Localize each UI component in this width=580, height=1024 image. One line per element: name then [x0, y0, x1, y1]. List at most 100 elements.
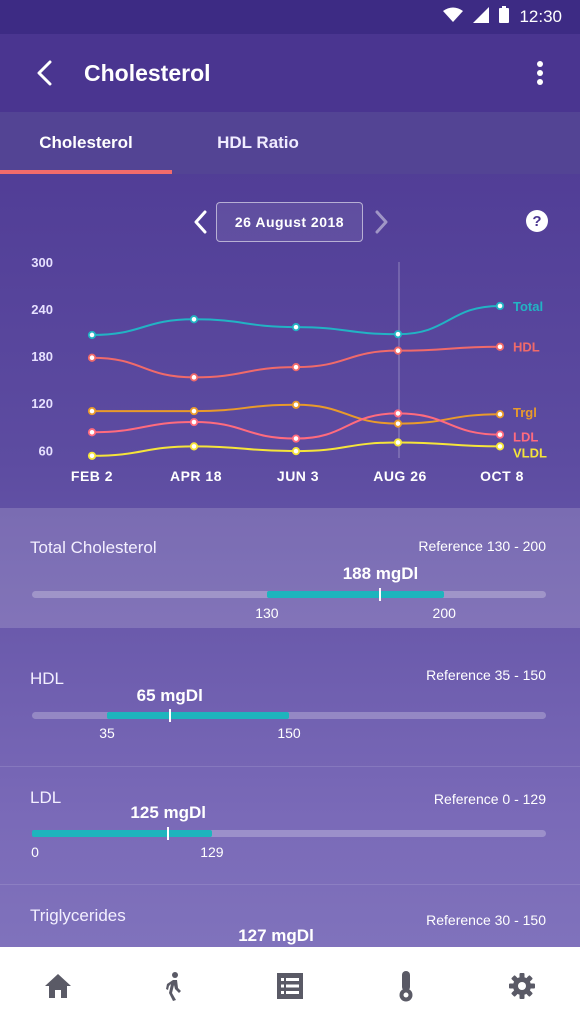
- card-reference: Reference 35 - 150: [426, 667, 546, 683]
- range-track: [32, 827, 546, 840]
- range-track: [32, 709, 546, 722]
- page-title: Cholesterol: [84, 59, 211, 86]
- card-label: HDL: [30, 669, 65, 688]
- series-label-trgl: Trgl: [513, 405, 537, 420]
- range-min-label: 35: [99, 725, 115, 741]
- range-max-label: 150: [277, 725, 301, 741]
- series-label-hdl: HDL: [513, 340, 540, 355]
- data-point-vldl: [393, 438, 403, 447]
- tab-bar: Cholesterol HDL Ratio: [0, 112, 580, 174]
- series-label-vldl: VLDL: [513, 445, 547, 460]
- data-point-trgl: [87, 406, 97, 416]
- range-min-label: 0: [31, 844, 39, 860]
- chevron-right-icon: [375, 210, 388, 234]
- cholesterol-line-chart: 300 240 180 120 60 FEB 2 APR 18 JUN 3 AUG 26 OCT …: [31, 255, 547, 484]
- previous-date-button[interactable]: [186, 202, 214, 242]
- data-point-vldl: [291, 446, 301, 456]
- data-point-vldl: [189, 442, 199, 451]
- x-tick-label: OCT 8: [480, 468, 524, 484]
- nav-home[interactable]: [28, 956, 88, 1016]
- tab-hdl-ratio[interactable]: HDL Ratio: [217, 133, 299, 152]
- y-tick-label: 180: [31, 349, 53, 364]
- value-marker: [167, 827, 170, 840]
- data-point-trgl: [291, 400, 301, 409]
- data-point-ldl: [189, 417, 199, 427]
- home-icon: [45, 973, 71, 998]
- walk-icon: [166, 971, 181, 1001]
- y-tick-label: 300: [31, 255, 53, 270]
- thermometer-icon: [399, 970, 413, 1001]
- card-reference: Reference 0 - 129: [433, 791, 546, 807]
- value-marker: [379, 588, 382, 601]
- reference-range-bar: [107, 712, 289, 719]
- data-point-hdl: [87, 353, 97, 362]
- more-options-button[interactable]: [520, 34, 560, 112]
- status-time: 12:30: [519, 7, 562, 26]
- date-navigator: 26 August 2018: [0, 202, 580, 242]
- y-tick-label: 60: [39, 443, 53, 458]
- ldl-card[interactable]: LDL Reference 0 - 129 125 mgDl 0 129: [0, 766, 580, 884]
- range-min-label: 130: [255, 605, 279, 621]
- nav-records[interactable]: [260, 956, 320, 1016]
- x-tick-label: FEB 2: [71, 468, 113, 484]
- help-button[interactable]: ?: [526, 210, 548, 232]
- data-point-total: [291, 323, 301, 332]
- card-value: 127 mgDl: [238, 926, 314, 945]
- card-value: 65 mgDl: [136, 686, 203, 705]
- nav-activity[interactable]: [144, 956, 204, 1016]
- next-date-button[interactable]: [368, 202, 396, 242]
- list-icon: [277, 972, 303, 999]
- help-icon: ?: [526, 210, 548, 232]
- tab-cholesterol[interactable]: Cholesterol: [0, 112, 172, 174]
- card-label: Total Cholesterol: [30, 538, 157, 557]
- series-line-hdl: [91, 345, 501, 379]
- data-point-hdl: [393, 346, 403, 355]
- date-picker[interactable]: 26 August 2018: [216, 202, 363, 242]
- data-point-ldl: [393, 409, 403, 418]
- data-point-hdl: [495, 342, 505, 351]
- card-reference: Reference 30 - 150: [426, 912, 546, 928]
- svg-text:?: ?: [532, 213, 541, 230]
- reference-range-bar: [266, 591, 445, 598]
- data-point-total: [393, 330, 403, 339]
- x-tick-label: AUG 26: [373, 468, 427, 484]
- status-bar: 12:30: [0, 0, 580, 34]
- data-point-trgl: [189, 406, 199, 416]
- data-point-hdl: [189, 373, 199, 382]
- card-label: LDL: [30, 788, 62, 807]
- range-max-label: 200: [432, 605, 456, 621]
- data-point-vldl: [495, 442, 505, 451]
- data-point-total: [189, 315, 199, 324]
- series-label-ldl: LDL: [513, 430, 538, 445]
- y-tick-label: 120: [31, 396, 53, 411]
- hdl-card[interactable]: HDL Reference 35 - 150 65 mgDl 35 150: [0, 628, 580, 766]
- nav-vitals[interactable]: [376, 956, 436, 1016]
- nav-settings[interactable]: [492, 956, 552, 1016]
- card-label: Triglycerides: [30, 906, 126, 925]
- data-point-trgl: [393, 419, 403, 428]
- settings-icon: [509, 972, 535, 999]
- y-tick-label: 240: [31, 302, 53, 317]
- data-point-hdl: [291, 363, 301, 372]
- chevron-left-icon: [194, 210, 207, 234]
- data-point-trgl: [495, 410, 505, 419]
- total-cholesterol-card[interactable]: Total Cholesterol Reference 130 - 200 18…: [0, 508, 580, 628]
- bottom-navigation: [0, 947, 580, 1024]
- data-point-total: [87, 330, 97, 340]
- card-reference: Reference 130 - 200: [418, 538, 546, 554]
- x-tick-label: APR 18: [170, 468, 222, 484]
- back-arrow-icon: [37, 60, 52, 86]
- triglycerides-card[interactable]: Triglycerides Reference 30 - 150 127 mgD…: [0, 884, 580, 954]
- back-button[interactable]: [14, 34, 74, 112]
- battery-icon: [499, 6, 510, 28]
- app-bar: Cholesterol: [0, 34, 580, 112]
- reference-range-bar: [32, 830, 212, 837]
- data-point-ldl: [291, 434, 301, 443]
- signal-icon: [473, 6, 490, 28]
- data-point-ldl: [495, 430, 505, 439]
- range-track: [32, 588, 546, 601]
- range-max-label: 129: [200, 844, 224, 860]
- card-value: 188 mgDl: [342, 564, 419, 583]
- card-value: 125 mgDl: [130, 803, 206, 822]
- data-point-total: [495, 301, 505, 311]
